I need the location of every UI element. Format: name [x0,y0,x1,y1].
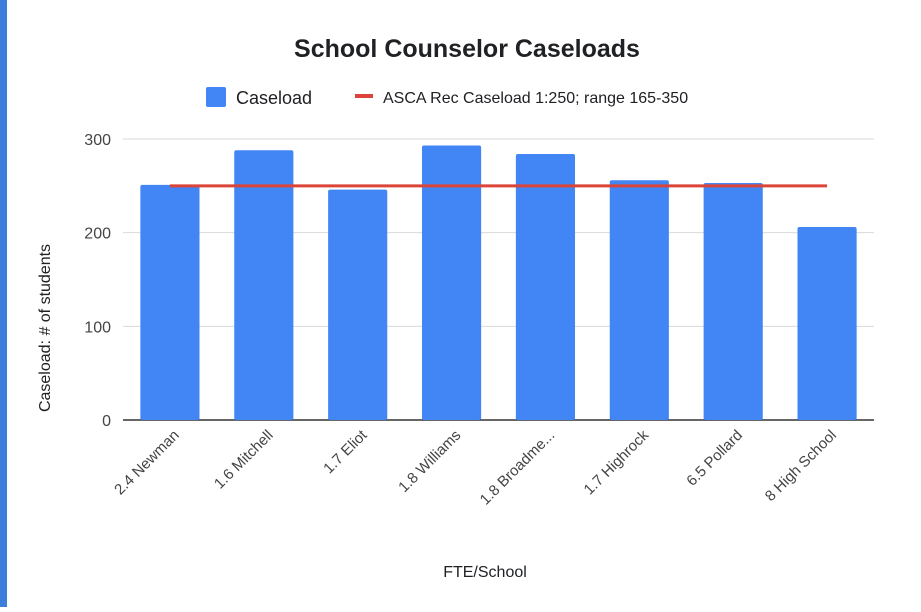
x-tick-label: 1.7 Highrock [581,426,653,498]
bar [234,150,294,421]
legend: Caseload ASCA Rec Caseload 1:250; range … [206,87,688,108]
y-tick-label: 100 [84,319,111,336]
x-tick-label: 8 High School [762,427,840,505]
bar [797,227,857,420]
x-tick-label: 2.4 Newman [111,427,183,499]
bar [328,189,388,420]
bar [515,153,576,420]
chart-title: School Counselor Caseloads [294,35,640,63]
bar [421,145,482,420]
x-tick-label: 1.7 Eliot [320,426,371,477]
bar [703,183,763,420]
x-tick-label: 6.5 Pollard [683,427,746,490]
x-tick-label: 1.6 Mitchell [211,427,277,493]
bars [140,145,857,421]
x-tick-label: 1.8 Broadme... [477,427,559,509]
bar [609,180,669,420]
y-axis-label: Caseload: # of students [37,244,54,412]
x-axis-label: FTE/School [443,564,527,581]
legend-asca-swatch [355,94,373,98]
legend-caseload-label: Caseload [236,88,312,108]
bar [140,184,200,420]
x-tick-label: 1.8 Williams [395,427,464,496]
left-border-stripe [0,0,7,607]
legend-asca-label: ASCA Rec Caseload 1:250; range 165-350 [383,90,688,107]
y-tick-label: 300 [84,132,111,149]
legend-caseload-swatch [206,87,226,107]
y-tick-label: 200 [84,226,111,243]
x-tick-labels: 2.4 Newman 1.6 Mitchell 1.7 Eliot 1.8 Willi… [111,426,840,508]
y-tick-label: 0 [102,413,111,430]
y-tick-labels: 0 100 200 300 [84,132,111,430]
